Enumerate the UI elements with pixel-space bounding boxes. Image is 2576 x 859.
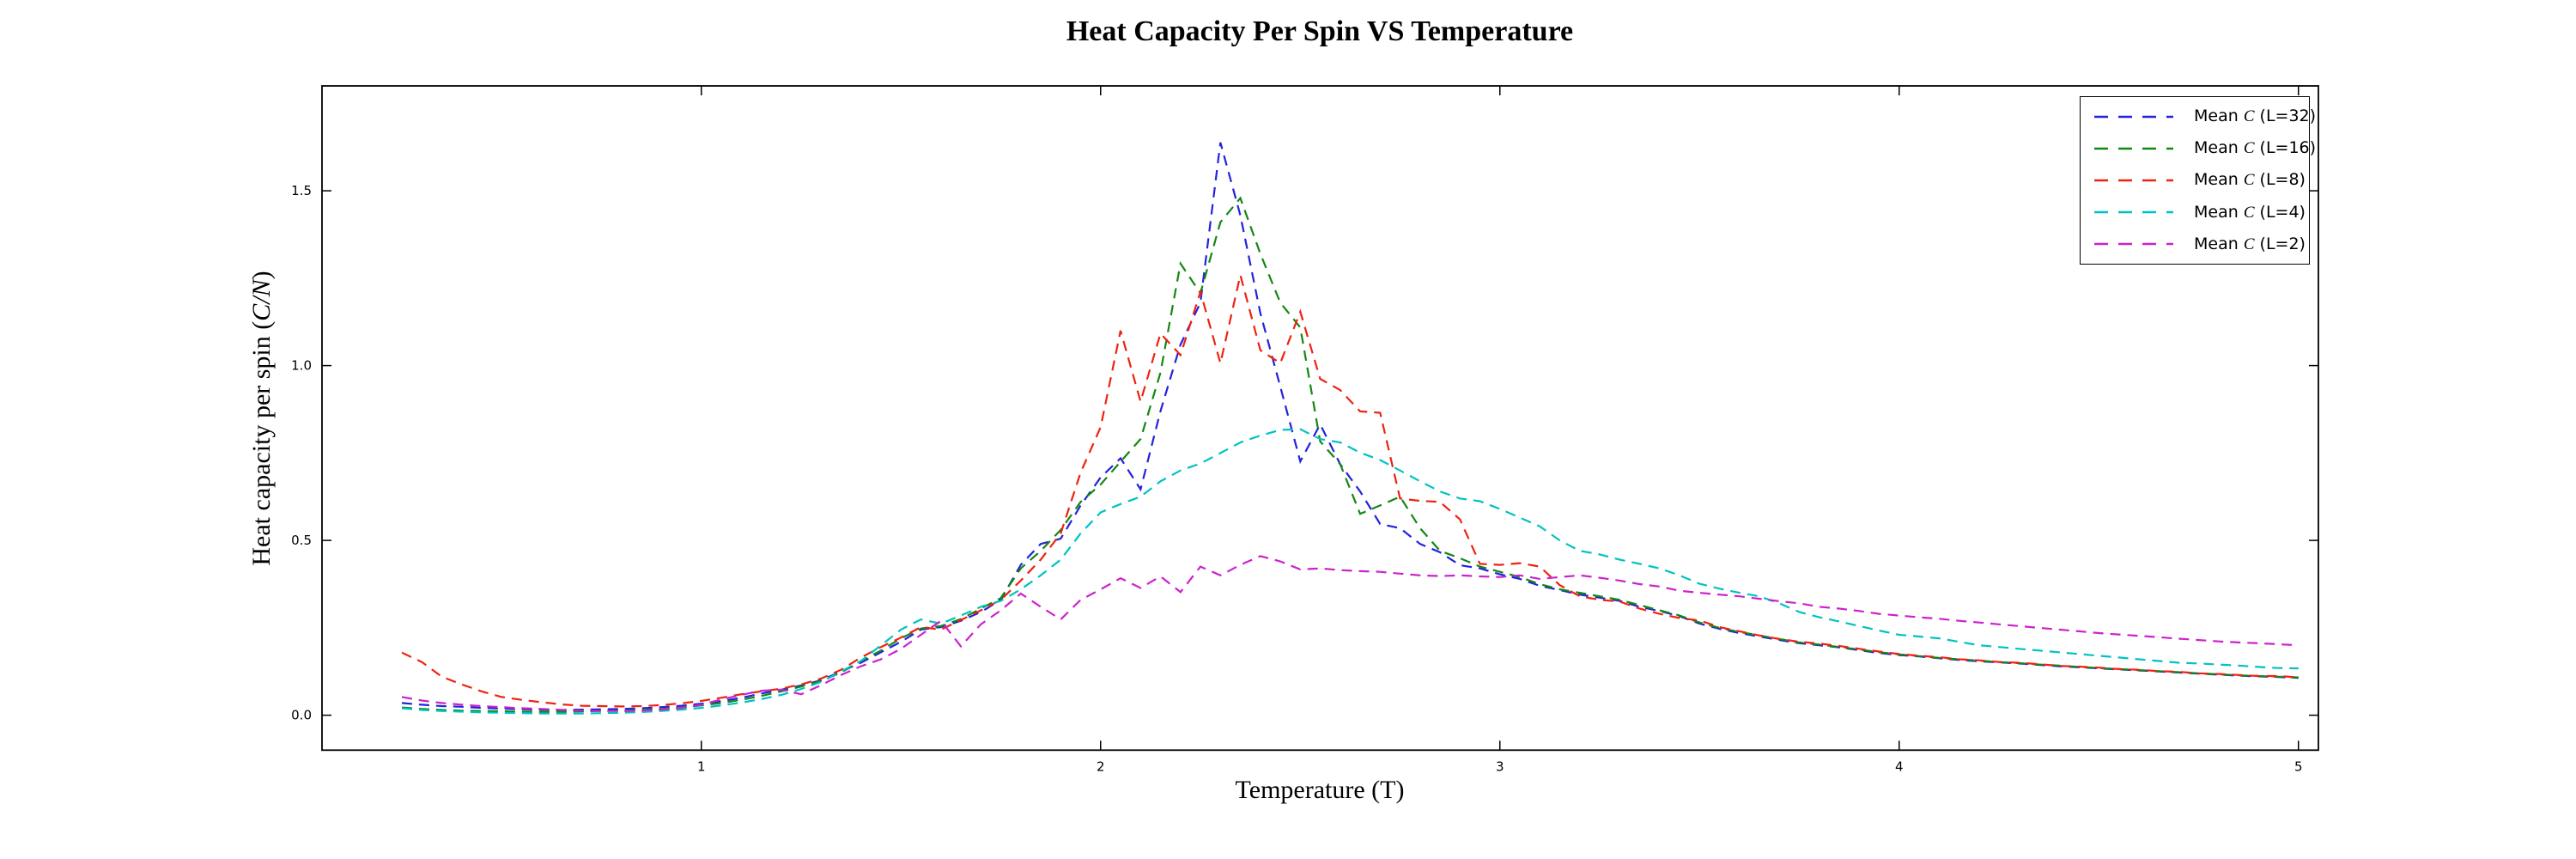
x-tick-label: 4 — [1895, 758, 1904, 774]
legend-label-math: C — [2243, 171, 2255, 190]
series-line-Mean-C-L-2- — [401, 555, 2299, 712]
legend-label-pre: Mean — [2194, 107, 2244, 126]
legend-label: Mean C (L=32) — [2194, 107, 2316, 126]
legend-label: Mean C (L=8) — [2194, 170, 2306, 190]
legend-line-sample — [2094, 179, 2173, 182]
legend: Mean C (L=32) Mean C (L=16) Mean C (L=8) Me… — [2080, 96, 2316, 265]
legend-label: Mean C (L=16) — [2194, 138, 2316, 158]
series-line-Mean-C-L-32- — [401, 142, 2299, 711]
x-tick-label: 2 — [1097, 758, 1105, 774]
x-axis-label: Temperature (T) — [1235, 776, 1405, 804]
legend-line-sample — [2094, 243, 2173, 246]
legend-label-post: (L=8) — [2254, 170, 2306, 190]
legend-label-pre: Mean — [2194, 138, 2244, 158]
y-axis-label-math: C/N — [247, 279, 276, 321]
legend-label-post: (L=32) — [2254, 107, 2317, 126]
legend-label-math: C — [2243, 203, 2255, 222]
y-axis-label-pre: Heat capacity per spin ( — [247, 320, 276, 566]
legend-label: Mean C (L=2) — [2194, 235, 2306, 254]
x-tick-label: 3 — [1496, 758, 1504, 774]
legend-line-sample — [2094, 210, 2173, 214]
legend-row: Mean C (L=8) — [2081, 165, 2309, 196]
legend-label-math: C — [2243, 235, 2255, 253]
legend-label-post: (L=16) — [2254, 138, 2317, 158]
y-axis-label-post: ) — [247, 271, 276, 280]
legend-label: Mean C (L=4) — [2194, 203, 2306, 222]
legend-label-pre: Mean — [2194, 202, 2244, 222]
legend-line-sample — [2094, 115, 2173, 118]
x-tick-label: 5 — [2294, 758, 2303, 774]
legend-label-math: C — [2243, 107, 2255, 126]
legend-row: Mean C (L=16) — [2081, 133, 2316, 164]
legend-label-math: C — [2243, 139, 2255, 158]
legend-row: Mean C (L=4) — [2081, 197, 2309, 228]
legend-label-pre: Mean — [2194, 170, 2244, 190]
series-line-Mean-C-L-16- — [401, 196, 2299, 713]
legend-line-sample — [2094, 147, 2173, 149]
legend-row: Mean C (L=2) — [2081, 228, 2309, 259]
y-axis-label: Heat capacity per spin (C/N) — [247, 271, 276, 565]
x-tick-label: 1 — [697, 758, 706, 774]
legend-label-pre: Mean — [2194, 234, 2244, 253]
y-tick-label: 1.0 — [291, 358, 312, 374]
y-tick-label: 1.5 — [291, 183, 312, 198]
legend-row: Mean C (L=32) — [2081, 101, 2316, 132]
legend-label-post: (L=4) — [2254, 202, 2306, 222]
plot-area — [321, 85, 2319, 752]
y-tick-label: 0.0 — [291, 708, 312, 723]
y-tick-label: 0.5 — [291, 533, 312, 548]
series-line-Mean-C-L-4- — [401, 428, 2299, 715]
page-title: Heat Capacity Per Spin VS Temperature — [1066, 15, 1574, 47]
legend-label-post: (L=2) — [2254, 234, 2306, 253]
series-line-Mean-C-L-8- — [401, 274, 2299, 708]
